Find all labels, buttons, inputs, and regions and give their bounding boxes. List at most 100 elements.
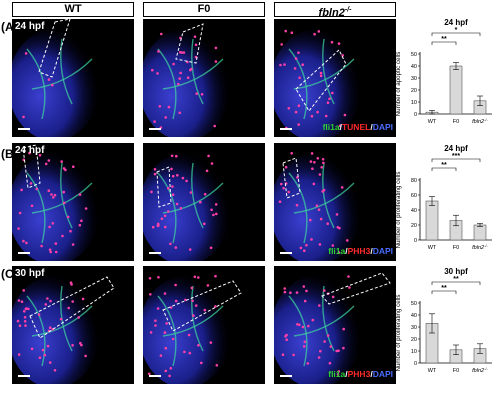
chart-title: 30 hpf bbox=[444, 267, 468, 276]
x-tick-label: F0 bbox=[453, 119, 459, 125]
scale-bar bbox=[149, 252, 161, 254]
y-tick-label: 20 bbox=[411, 223, 417, 229]
scale-bar bbox=[280, 252, 292, 254]
micrograph-c-mutant: fli1a/PHH3/DAPI bbox=[274, 266, 396, 384]
y-tick-label: 50 bbox=[411, 52, 417, 58]
y-tick-label: 10 bbox=[411, 349, 417, 355]
y-tick-label: 0 bbox=[414, 361, 417, 367]
micrograph-b-mutant: fli1a/PHH3/DAPI bbox=[274, 143, 396, 261]
roi-outline bbox=[321, 272, 391, 305]
stain-sep: / bbox=[370, 122, 373, 132]
chart-proliferating-24hpf: 24 hpf Number of proliferating cells 0 20 40… bbox=[392, 142, 500, 260]
y-axis-label: Number of proliferating cells bbox=[395, 294, 402, 371]
y-tick-label: 30 bbox=[411, 76, 417, 82]
stain-blue: DAPI bbox=[372, 122, 393, 132]
y-tick-label: 40 bbox=[411, 208, 417, 214]
stain-sep: / bbox=[339, 122, 342, 132]
scale-bar bbox=[18, 128, 30, 130]
significance-label: ** bbox=[441, 162, 447, 169]
stain-legend: fli1a/TUNEL/DAPI bbox=[323, 122, 393, 132]
stain-sep: / bbox=[345, 369, 348, 379]
y-tick-label: 0 bbox=[414, 112, 417, 118]
stain-red: PHH3 bbox=[347, 369, 371, 379]
x-tick-label: F0 bbox=[453, 245, 459, 251]
x-tick-label: F0 bbox=[453, 368, 459, 374]
stain-sep: / bbox=[370, 369, 373, 379]
x-tick-label: fbln2-/- bbox=[472, 117, 488, 125]
y-tick-label: 80 bbox=[411, 178, 417, 184]
x-tick-label: WT bbox=[428, 245, 437, 251]
micrograph-a-mutant: fli1a/TUNEL/DAPI bbox=[274, 19, 396, 137]
scale-bar bbox=[280, 375, 292, 377]
chart-title: 24 hpf bbox=[444, 18, 468, 27]
roi-outline bbox=[29, 276, 115, 339]
panel-time-label: 24 hpf bbox=[15, 21, 45, 32]
y-tick-label: 0 bbox=[414, 238, 417, 244]
y-axis-label: Number of apoptic cells bbox=[395, 52, 402, 117]
stain-red: PHH3 bbox=[347, 246, 371, 256]
header-mutant-label: fbln2 bbox=[318, 6, 345, 19]
chart-proliferating-30hpf: 30 hpf Number of proliferating cells 0 10 20… bbox=[392, 265, 500, 383]
scale-bar bbox=[149, 128, 161, 130]
stain-sep: / bbox=[345, 246, 348, 256]
significance-bracket bbox=[431, 32, 481, 36]
stain-sep: / bbox=[370, 246, 373, 256]
roi-outline bbox=[295, 49, 347, 112]
chart-apoptic-24hpf: 24 hpf Number of apoptic cells 0 10 20 30 40 50… bbox=[392, 16, 500, 134]
stain-legend: fli1a/PHH3/DAPI bbox=[328, 246, 393, 256]
y-tick-label: 40 bbox=[411, 64, 417, 70]
stain-red: TUNEL bbox=[341, 122, 371, 132]
micrograph-c-f0 bbox=[143, 266, 265, 384]
stain-legend: fli1a/PHH3/DAPI bbox=[328, 369, 393, 379]
significance-bracket bbox=[431, 167, 457, 171]
stain-green: fli1a bbox=[328, 369, 346, 379]
stain-green: fli1a bbox=[322, 122, 340, 132]
x-tick-label: fbln2-/- bbox=[472, 243, 488, 251]
significance-label: * bbox=[455, 27, 458, 34]
y-axis-label: Number of proliferating cells bbox=[395, 171, 402, 248]
bar bbox=[473, 224, 487, 241]
significance-bracket bbox=[431, 281, 481, 285]
significance-bracket bbox=[431, 290, 457, 294]
significance-label: ** bbox=[441, 36, 447, 43]
x-tick-label: WT bbox=[428, 368, 437, 374]
header-f0-label: F0 bbox=[197, 3, 211, 15]
y-tick-label: 20 bbox=[411, 88, 417, 94]
scale-bar bbox=[280, 128, 292, 130]
significance-bracket bbox=[431, 158, 481, 162]
header-mutant: fbln2-/- bbox=[274, 2, 396, 19]
stain-blue: DAPI bbox=[372, 246, 393, 256]
header-wt: WT bbox=[12, 2, 134, 17]
y-tick-label: 50 bbox=[411, 301, 417, 307]
y-tick-label: 60 bbox=[411, 193, 417, 199]
scale-bar bbox=[18, 375, 30, 377]
scale-bar bbox=[149, 375, 161, 377]
x-tick-label: WT bbox=[428, 119, 437, 125]
roi-outline bbox=[38, 19, 71, 78]
panel-time-label: 30 hpf bbox=[15, 268, 45, 279]
significance-bracket bbox=[431, 41, 457, 45]
significance-label: ** bbox=[453, 276, 459, 283]
significance-label: *** bbox=[452, 153, 460, 160]
roi-outline bbox=[175, 23, 204, 64]
micrograph-b-wt: 24 hpf bbox=[12, 143, 134, 261]
micrograph-a-wt: 24 hpf bbox=[12, 19, 134, 137]
header-f0: F0 bbox=[143, 2, 265, 17]
bar bbox=[449, 65, 463, 115]
bar bbox=[425, 200, 439, 241]
stain-blue: DAPI bbox=[372, 369, 393, 379]
micrograph-c-wt: 30 hpf bbox=[12, 266, 134, 384]
y-tick-label: 40 bbox=[411, 313, 417, 319]
y-tick-label: 30 bbox=[411, 325, 417, 331]
micrograph-a-f0 bbox=[143, 19, 265, 137]
header-wt-label: WT bbox=[64, 3, 82, 15]
panel-time-label: 24 hpf bbox=[15, 145, 45, 156]
chart-title: 24 hpf bbox=[444, 144, 468, 153]
roi-outline bbox=[22, 144, 41, 189]
stain-green: fli1a bbox=[328, 246, 346, 256]
micrograph-b-f0 bbox=[143, 143, 265, 261]
significance-label: ** bbox=[441, 285, 447, 292]
x-tick-label: fbln2-/- bbox=[472, 366, 488, 374]
y-tick-label: 20 bbox=[411, 337, 417, 343]
y-tick-label: 10 bbox=[411, 100, 417, 106]
